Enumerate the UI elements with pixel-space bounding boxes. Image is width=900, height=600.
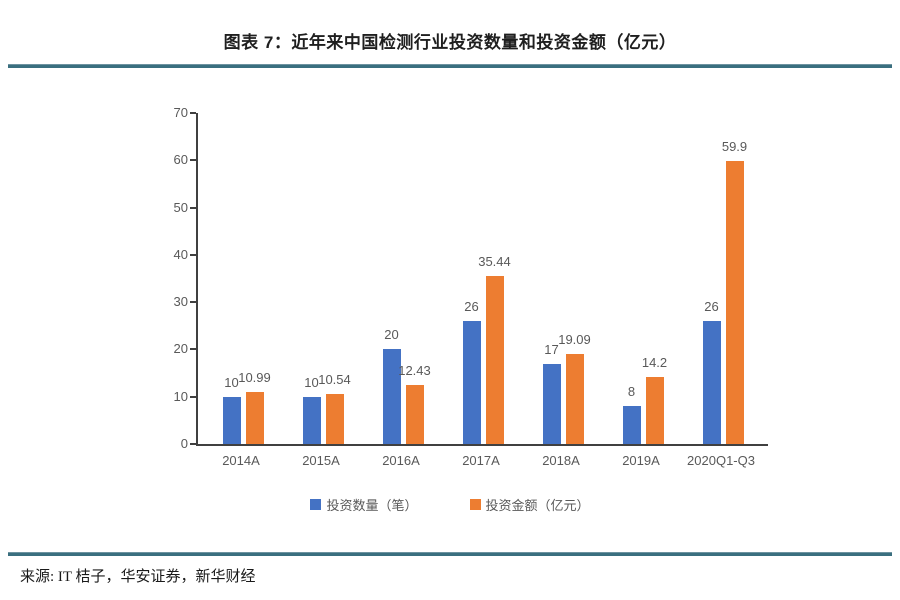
y-tick-label: 40 xyxy=(173,246,188,262)
value-label: 10 xyxy=(224,374,239,390)
bar-count-2015A xyxy=(302,396,321,444)
x-category-label: 2018A xyxy=(542,453,580,468)
legend-item-amount: 投资金额（亿元） xyxy=(469,495,590,514)
y-tick-label: 10 xyxy=(173,388,188,404)
bar-amount-2018A xyxy=(565,353,584,444)
value-label: 20 xyxy=(384,327,399,343)
x-category-label: 2016A xyxy=(382,453,420,468)
legend-swatch-orange-icon xyxy=(469,499,481,510)
y-tick-mark xyxy=(190,112,196,114)
bar-amount-2016A xyxy=(405,385,424,444)
value-label: 59.9 xyxy=(721,138,748,154)
value-label: 35.44 xyxy=(478,254,511,270)
value-label: 26 xyxy=(464,299,479,315)
bar-count-2019A xyxy=(622,406,641,444)
value-label: 10.99 xyxy=(238,370,271,386)
y-tick-mark xyxy=(190,443,196,445)
value-label: 19.09 xyxy=(558,331,591,347)
value-label: 17 xyxy=(544,341,559,357)
bar-amount-2019A xyxy=(645,376,664,444)
title-divider xyxy=(8,64,892,68)
x-category-label: 2015A xyxy=(302,453,340,468)
y-tick-mark xyxy=(190,206,196,209)
bar-count-2020Q1-Q3 xyxy=(702,321,721,444)
y-tick-mark xyxy=(190,395,196,398)
y-tick-label: 20 xyxy=(173,341,188,357)
bar-count-2018A xyxy=(542,363,561,444)
y-tick-mark xyxy=(190,301,196,304)
plot-area: 10 10.99 10 10.54 20 12.43 26 35.44 17 19.09 8 14.2… xyxy=(196,113,768,446)
chart-legend: 投资数量（笔） 投资金额（亿元） xyxy=(0,495,900,514)
bar-count-2014A xyxy=(222,396,241,444)
bar-amount-2017A xyxy=(485,276,504,444)
bar-count-2016A xyxy=(382,349,401,444)
bar-count-2017A xyxy=(462,321,481,444)
x-category-label: 2020Q1-Q3 xyxy=(687,453,755,468)
y-tick-label: 50 xyxy=(173,199,188,215)
x-category-label: 2014A xyxy=(222,453,260,468)
y-tick-label: 60 xyxy=(173,152,188,168)
value-label: 10.54 xyxy=(318,372,351,388)
bar-amount-2014A xyxy=(245,392,264,444)
value-label: 8 xyxy=(627,384,636,400)
bar-amount-2015A xyxy=(325,394,344,444)
value-label: 10 xyxy=(304,374,319,390)
y-tick-label: 30 xyxy=(173,294,188,310)
x-category-label: 2019A xyxy=(622,453,660,468)
y-tick-mark xyxy=(190,159,196,162)
legend-item-count: 投资数量（笔） xyxy=(310,495,418,514)
value-label: 14.2 xyxy=(641,354,668,370)
footer-divider xyxy=(8,552,892,556)
chart-title: 图表 7：近年来中国检测行业投资数量和投资金额（亿元） xyxy=(223,33,677,52)
legend-swatch-blue-icon xyxy=(310,499,322,510)
bar-amount-2020Q1-Q3 xyxy=(725,160,744,444)
value-label: 12.43 xyxy=(398,363,431,379)
y-tick-label: 70 xyxy=(173,105,188,120)
y-tick-label: 0 xyxy=(180,436,188,451)
legend-label: 投资金额（亿元） xyxy=(485,498,590,513)
source-note: 来源: IT 桔子，华安证券，新华财经 xyxy=(20,569,256,585)
value-label: 26 xyxy=(704,299,719,315)
y-tick-mark xyxy=(190,253,196,256)
y-tick-mark xyxy=(190,348,196,351)
legend-label: 投资数量（笔） xyxy=(326,498,418,513)
x-category-label: 2017A xyxy=(462,453,500,468)
